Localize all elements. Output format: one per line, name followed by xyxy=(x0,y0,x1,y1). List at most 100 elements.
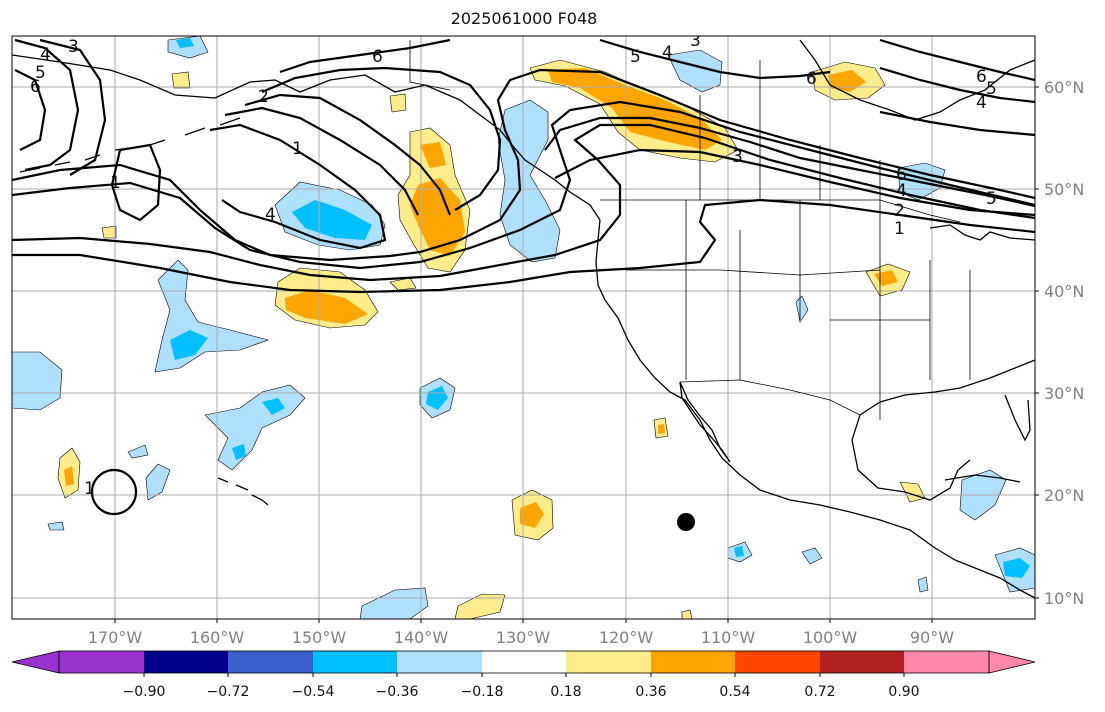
colorbar-tick-1: −0.90 xyxy=(123,684,166,700)
lat-label-30n: 30°N xyxy=(1044,384,1084,403)
colorbar-segment-6 xyxy=(482,651,566,673)
contour-left-1 xyxy=(14,38,80,172)
colorbar-tick-5: −0.18 xyxy=(461,684,504,700)
colorbar: −0.90 −0.72 −0.54 −0.36 −0.18 0.18 0.36 … xyxy=(11,650,1036,700)
lat-label-40n: 40°N xyxy=(1044,282,1084,301)
contour-ridge-3 xyxy=(244,93,452,216)
contour-label-6-hudson: 6 xyxy=(806,69,817,89)
contour-label-6-east: 6 xyxy=(976,67,987,87)
neg-anomaly-core-small-1 xyxy=(426,386,448,410)
colorbar-tick-7: 0.36 xyxy=(635,684,666,700)
contour-ridge-1 xyxy=(279,38,451,74)
lat-label-10n: 10°N xyxy=(1044,589,1084,608)
neg-anomaly-small-2 xyxy=(145,463,171,501)
axis-ticks xyxy=(114,86,1039,623)
contour-label-4-east: 4 xyxy=(976,93,987,113)
lon-label-100w: 100°W xyxy=(803,628,858,647)
colorbar-tick-10: 0.90 xyxy=(888,684,919,700)
contour-nc-1 xyxy=(599,38,831,80)
pos-anomaly-tiny-2 xyxy=(101,225,117,239)
contour-label-2-ak: 2 xyxy=(258,87,269,107)
contour-nc-4 xyxy=(879,110,1035,137)
neg-anomaly-core-gulf xyxy=(292,200,372,240)
coast-great-lakes xyxy=(929,224,1035,241)
pos-anomaly-tiny-6 xyxy=(389,277,417,291)
contour-label-6-top-left: 6 xyxy=(30,77,41,97)
border-us-canada xyxy=(600,199,961,223)
neg-anomaly-core-aleut xyxy=(176,38,194,48)
contour-jet-3 xyxy=(12,123,1035,282)
pos-anomaly-tiny-1 xyxy=(389,93,407,113)
contour-left-2 xyxy=(39,38,107,176)
border-us-mexico xyxy=(679,379,861,416)
coast-gulf-mexico xyxy=(851,359,1035,501)
lon-label-160w: 160°W xyxy=(190,628,245,647)
colorbar-segment-3 xyxy=(228,651,313,673)
colorbar-segment-5 xyxy=(397,651,482,673)
contour-circle-1 xyxy=(90,468,138,516)
contour-jet-2 xyxy=(12,100,1035,270)
contour-label-3-prairie: 3 xyxy=(732,147,743,167)
pos-anomaly-core-gulf xyxy=(420,142,446,168)
pos-anomaly-tiny-7 xyxy=(681,609,693,619)
longitude-labels: 170°W 160°W 150°W 140°W 130°W 120°W 110°… xyxy=(88,628,954,647)
lon-label-170w: 170°W xyxy=(88,628,143,647)
lat-label-60n: 60°N xyxy=(1044,78,1084,97)
contour-low-2 xyxy=(110,143,162,222)
contour-label-5-top-left: 5 xyxy=(35,63,46,83)
coast-florida xyxy=(1004,394,1031,442)
contour-ridge-2 xyxy=(261,66,502,211)
map-title: 2025061000 F048 xyxy=(450,9,598,28)
coast-us-west xyxy=(595,219,956,561)
lon-label-150w: 150°W xyxy=(292,628,347,647)
neg-anomaly-tiny-4 xyxy=(127,444,149,459)
neg-anomaly-sw-small xyxy=(359,587,429,619)
colorbar-tick-4: −0.36 xyxy=(376,684,419,700)
neg-anomaly-tiny-5 xyxy=(917,576,929,593)
contour-label-6-ontario: 6 xyxy=(896,165,907,185)
colorbar-segment-8 xyxy=(651,651,735,673)
pos-anomaly-core-tiny xyxy=(658,424,665,434)
neg-anomaly-core-sub2 xyxy=(232,444,246,460)
neg-anomaly-hudson xyxy=(667,49,723,93)
contour-label-2-ontario: 2 xyxy=(894,201,905,221)
colorbar-frame xyxy=(58,650,990,674)
lon-label-130w: 130°W xyxy=(496,628,551,647)
coast-alaska xyxy=(12,54,601,221)
coast-central-america xyxy=(954,559,1035,599)
contour-jet-1 xyxy=(12,68,1035,262)
lat-label-20n: 20°N xyxy=(1044,486,1084,505)
latitude-labels: 60°N 50°N 40°N 30°N 20°N 10°N xyxy=(1044,78,1084,608)
contour-label-3-canada: 3 xyxy=(690,31,701,51)
contour-label-4-gulf: 4 xyxy=(265,205,276,225)
colorbar-segment-9 xyxy=(735,651,820,673)
contour-label-5-east: 5 xyxy=(986,79,997,99)
contour-labels: 6 1 2 4 1 3 4 5 6 5 4 3 3 6 6 5 4 6 4 5 … xyxy=(30,31,997,499)
border-alaska xyxy=(409,40,451,91)
coast-baja xyxy=(679,381,731,463)
neg-anomaly-core-mexcoast xyxy=(734,546,744,557)
contour-label-1-west: 1 xyxy=(110,173,121,193)
contour-canada-1 xyxy=(544,116,1035,208)
colorbar-segment-1 xyxy=(59,651,144,673)
contour-canada-2 xyxy=(554,148,1035,217)
contour-nc-3 xyxy=(879,66,1035,104)
anomaly-fill-layer xyxy=(12,36,1035,619)
contours xyxy=(12,38,1035,516)
colorbar-segment-4 xyxy=(313,651,397,673)
borders xyxy=(409,40,971,420)
contour-label-1-circle: 1 xyxy=(84,479,95,499)
colorbar-segment-11 xyxy=(904,651,989,673)
graticule xyxy=(12,36,1035,619)
pos-anomaly-core-south xyxy=(520,502,544,528)
pos-anomaly-core-pacific xyxy=(285,290,368,324)
colorbar-segment-10 xyxy=(820,651,904,673)
black-dot-marker xyxy=(677,513,695,531)
neg-anomaly-tiny-3 xyxy=(47,521,65,531)
coast-cuba xyxy=(944,474,1021,483)
contour-label-1-ontario: 1 xyxy=(894,219,905,239)
colorbar-tick-marks xyxy=(143,673,905,677)
contour-label-6-top: 6 xyxy=(372,47,383,67)
contour-left-3 xyxy=(14,69,47,151)
